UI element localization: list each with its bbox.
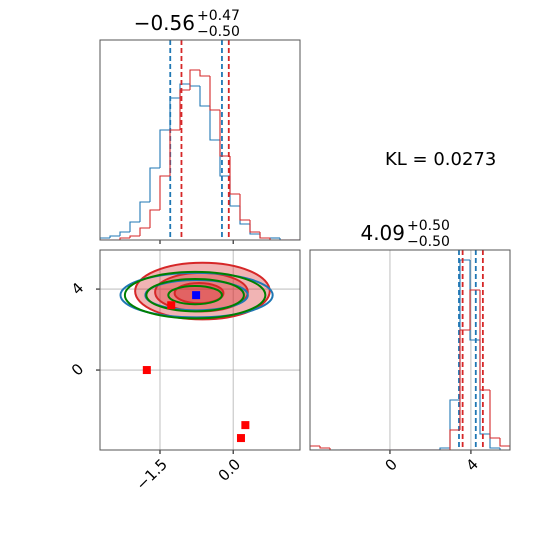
hist-step <box>479 340 490 435</box>
hist-step <box>189 69 200 90</box>
hist-step <box>499 448 510 450</box>
y-tick-label: 0 <box>68 360 87 379</box>
hist-step <box>209 106 220 141</box>
hist-step <box>479 290 490 391</box>
hist-step <box>149 209 160 228</box>
panel-frame <box>99 39 301 241</box>
point <box>236 434 245 443</box>
hist-step <box>219 110 230 157</box>
hist-step <box>209 76 220 111</box>
hist-step <box>259 232 270 239</box>
contour <box>123 270 267 320</box>
panel-0 <box>100 40 300 240</box>
hist-step <box>129 235 140 238</box>
hist-step <box>189 84 200 87</box>
hist-step <box>449 399 460 448</box>
contour <box>167 285 223 306</box>
hist-step <box>469 289 480 330</box>
panel-frame <box>99 249 301 451</box>
hist-step <box>129 221 140 232</box>
hist-step <box>489 434 500 449</box>
title-value: 4.09 <box>360 221 405 245</box>
hist-step <box>259 234 270 239</box>
hist-step <box>139 227 150 236</box>
panel-frame <box>309 249 511 451</box>
hist-step <box>199 86 210 107</box>
hist-step <box>329 448 340 450</box>
title-upper: +0.50 <box>407 218 450 234</box>
hist-step <box>159 129 170 168</box>
hist-step <box>239 206 250 225</box>
hist-step <box>319 446 330 449</box>
title-lower: −0.50 <box>407 234 450 250</box>
panel-1 <box>100 250 300 450</box>
hist-step <box>279 238 290 240</box>
kl-annotation: KL = 0.0273 <box>385 149 496 170</box>
hist-step <box>100 237 110 240</box>
hist-step <box>119 237 130 240</box>
title-value: −0.56 <box>134 11 195 35</box>
point <box>167 301 176 310</box>
hist-step <box>310 445 320 450</box>
hist-step <box>169 129 180 176</box>
title-upper: +0.47 <box>197 8 240 24</box>
hist-step <box>119 231 130 236</box>
hist-step <box>489 390 500 439</box>
hist-step <box>159 175 170 210</box>
hist-step <box>139 201 150 222</box>
hist-step <box>179 89 190 130</box>
point <box>142 366 151 375</box>
hist-step <box>109 235 120 238</box>
panel-2 <box>310 250 510 450</box>
point <box>192 291 201 300</box>
x-tick-label: 0 <box>381 455 400 474</box>
hist-step <box>449 429 460 450</box>
point <box>241 421 250 430</box>
hist-step <box>239 194 250 221</box>
contour <box>119 271 274 319</box>
x-tick-label: −1.5 <box>133 455 171 493</box>
hist-step <box>499 438 510 450</box>
hist-step <box>199 70 210 77</box>
x-tick-label: 0.0 <box>215 455 245 485</box>
contour <box>145 277 245 313</box>
x-tick-label: 4 <box>462 455 481 474</box>
hist-step <box>229 176 240 207</box>
hist-step <box>149 167 160 202</box>
hist-step <box>249 220 260 233</box>
title-lower: −0.50 <box>197 24 240 40</box>
hist-step <box>169 97 180 130</box>
hist-step <box>269 238 280 240</box>
hist-step <box>459 329 470 430</box>
hist-step <box>229 156 240 195</box>
y-tick-label: 4 <box>68 279 87 298</box>
hist-step <box>439 447 450 450</box>
